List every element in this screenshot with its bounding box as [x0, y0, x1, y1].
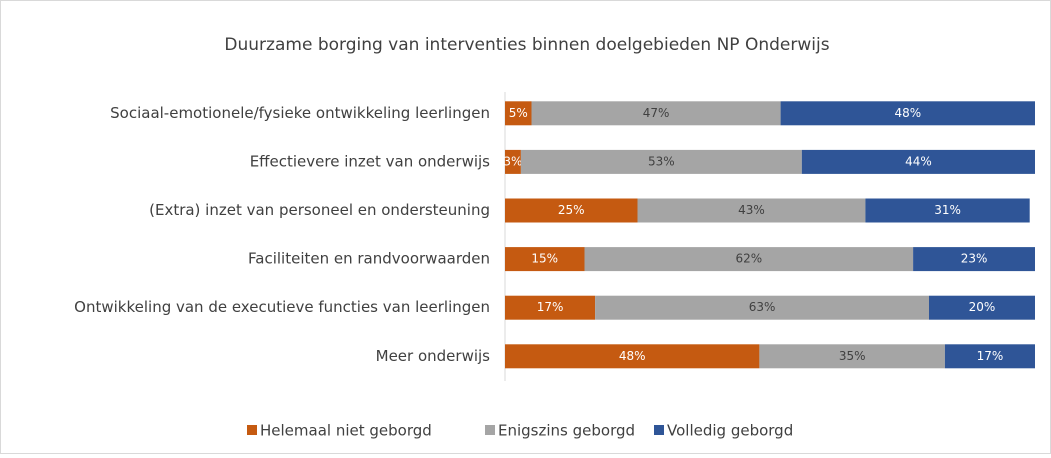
legend-swatch	[654, 425, 664, 435]
category-label: Meer onderwijs	[376, 347, 491, 365]
legend-label: Helemaal niet geborgd	[260, 422, 432, 440]
bar-segment	[520, 149, 802, 174]
category-label: Faciliteiten en randvoorwaarden	[248, 250, 490, 268]
value-label: 63%	[749, 300, 776, 314]
legend-label: Volledig geborgd	[667, 422, 793, 440]
bar-segment	[505, 198, 638, 223]
bar-segment	[759, 344, 945, 369]
chart-title: Duurzame borging van interventies binnen…	[224, 35, 829, 55]
bar-segment	[929, 295, 1035, 320]
value-label: 48%	[894, 106, 921, 120]
value-label: 47%	[643, 106, 670, 120]
bar-segment	[505, 344, 760, 369]
value-label: 17%	[537, 300, 564, 314]
legend-label: Enigszins geborgd	[498, 422, 635, 440]
category-label: Sociaal-emotionele/fysieke ontwikkeling …	[110, 104, 490, 122]
value-label: 31%	[934, 203, 961, 217]
value-label: 20%	[969, 300, 996, 314]
legend-swatch	[485, 425, 495, 435]
bar-segment	[913, 247, 1035, 272]
value-label: 3%	[503, 154, 522, 168]
category-label: Ontwikkeling van de executieve functies …	[74, 298, 490, 316]
value-label: 5%	[509, 106, 528, 120]
bar-segment	[505, 149, 521, 174]
category-label: (Extra) inzet van personeel en ondersteu…	[149, 201, 490, 219]
value-label: 62%	[735, 252, 762, 266]
value-label: 23%	[961, 252, 988, 266]
bar-segment	[505, 101, 532, 126]
value-label: 17%	[977, 349, 1004, 363]
bar-segment	[505, 295, 596, 320]
value-label: 43%	[738, 203, 765, 217]
value-label: 53%	[648, 154, 675, 168]
value-label: 15%	[531, 252, 558, 266]
legend-swatch	[247, 425, 257, 435]
bar-segment	[865, 198, 1030, 223]
bar-segment	[505, 247, 585, 272]
bar-segment	[584, 247, 914, 272]
value-label: 35%	[839, 349, 866, 363]
bar-segment	[637, 198, 866, 223]
bar-segment	[801, 149, 1035, 174]
bar-segment	[944, 344, 1035, 369]
bar-segment	[595, 295, 929, 320]
value-label: 44%	[905, 154, 932, 168]
value-label: 48%	[619, 349, 646, 363]
bar-segment	[780, 101, 1035, 126]
category-label: Effectievere inzet van onderwijs	[250, 152, 490, 170]
bar-segment	[531, 101, 781, 126]
value-label: 25%	[558, 203, 585, 217]
